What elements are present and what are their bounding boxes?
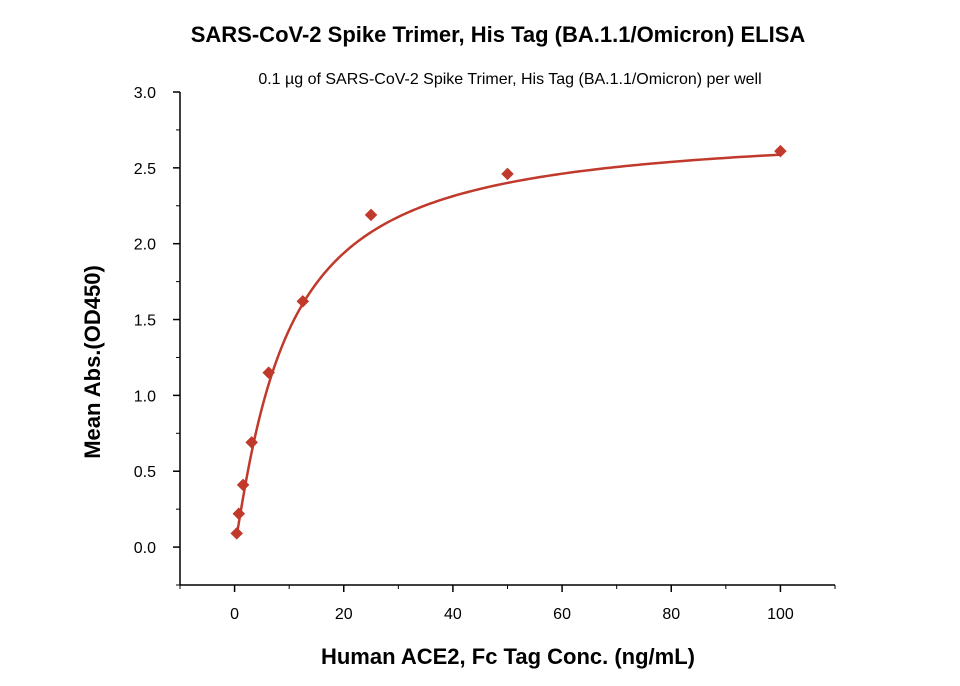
x-axis-label: Human ACE2, Fc Tag Conc. (ng/mL) [321,644,695,669]
data-point [245,436,259,449]
data-point [364,208,378,222]
fit-line-group [235,153,781,536]
fit-curve [235,153,781,536]
x-tick-label: 0 [230,606,239,623]
data-point [501,167,514,181]
y-tick-label: 1.0 [134,388,156,405]
data-point [774,144,787,158]
data-point [262,366,276,379]
data-point [232,507,246,521]
data-point [296,294,310,308]
x-ticks: 0 20 40 60 80 100 [179,585,836,623]
x-tick-label: 20 [335,606,353,623]
x-tick-label: 60 [553,606,571,623]
y-tick-label: 1.5 [134,313,156,330]
y-ticks: 0.0 0.5 1.0 1.5 2.0 2.5 3.0 [134,85,180,586]
x-tick-label: 80 [662,606,680,623]
chart-subtitle: 0.1 µg of SARS-CoV-2 Spike Trimer, His T… [258,71,761,88]
y-tick-label: 2.5 [134,161,156,178]
data-points [230,144,787,540]
y-axis-label: Mean Abs.(OD450) [80,265,105,459]
data-point [236,478,250,492]
y-tick-label: 0.0 [134,540,156,557]
x-tick-label: 100 [767,606,794,623]
y-tick-label: 3.0 [134,85,156,102]
y-tick-label: 0.5 [134,464,156,481]
chart-title: SARS-CoV-2 Spike Trimer, His Tag (BA.1.1… [191,22,806,47]
x-tick-label: 40 [444,606,462,623]
y-tick-label: 2.0 [134,237,156,254]
axes [179,92,835,586]
data-point [230,527,244,540]
